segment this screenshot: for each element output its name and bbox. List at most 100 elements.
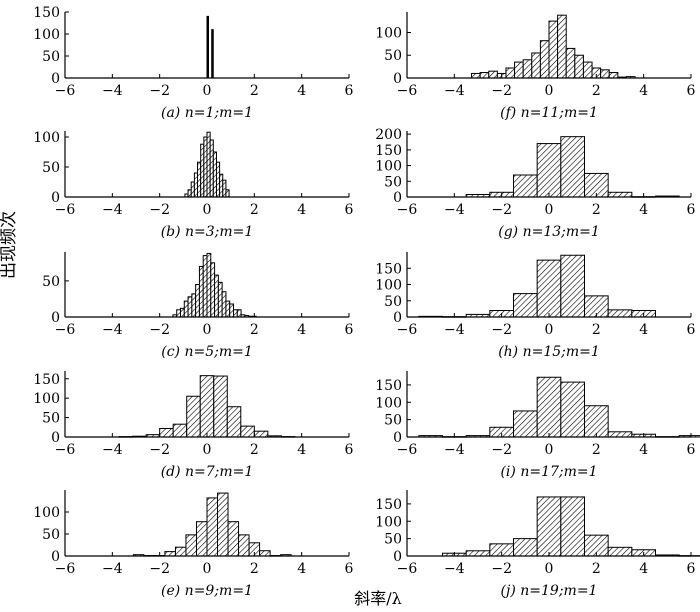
y-tick-label: 150 [375,261,402,277]
y-axis-label: 出现频次 [0,211,19,279]
panel-caption: (j) n=19;m=1 [501,583,598,599]
histogram-bar [236,309,242,318]
histogram-bar [226,406,242,438]
histogram-bar [217,492,229,557]
histogram-bar [479,72,490,79]
histogram-bar [505,67,516,79]
panel-4: −6 −4 −2 0 2 4 6 0 50 100 (e) n=9;m=1 [33,490,354,599]
histogram-bar [172,423,188,438]
x-tick-label: 2 [250,322,259,338]
histogram-bar [513,293,538,318]
y-tick-label: 100 [33,27,60,43]
x-tick-label: 0 [545,202,554,218]
histogram-bar [607,546,633,557]
histogram-bar [195,521,208,557]
x-tick-label: 2 [592,202,601,218]
histogram-bar [548,20,559,79]
histogram-bar [259,550,271,557]
panel-caption: (h) n=15;m=1 [498,344,600,360]
panel-1: −6 −4 −2 0 2 4 6 0 50 100 (b) n=3;m=1 [33,130,353,240]
x-tick-label: 2 [250,442,259,458]
histogram-bar [582,61,593,79]
x-tick-label: 4 [297,83,306,99]
x-tick-label: 0 [545,442,554,458]
y-tick-label: 100 [375,395,402,411]
x-tick-label: 6 [345,322,354,338]
x-tick-label: −2 [149,561,170,577]
histogram-bar [183,300,189,318]
x-tick-label: −4 [102,202,123,218]
panel-caption: (f) n=11;m=1 [500,105,598,121]
panel-3: −6 −4 −2 0 2 4 6 0 50 100 150 (d) n=7;m=1 [33,371,354,480]
histogram-bar [190,181,195,198]
x-tick-label: 4 [297,202,306,218]
histogram-bar [607,309,633,318]
x-tick-label: 0 [203,322,212,338]
histogram-bar [536,376,562,438]
x-tick-label: −2 [149,83,170,99]
histogram-bar [539,40,550,79]
x-axis-label: 斜率/λ [354,589,402,608]
y-tick-label: 0 [51,310,60,326]
y-tick-label: 100 [375,278,402,294]
histogram-bar [174,546,187,557]
y-tick-label: 150 [33,372,60,388]
y-tick-label: 0 [51,549,60,565]
x-tick-label: −6 [55,83,76,99]
histogram-bar [536,496,562,557]
x-tick-label: 0 [203,442,212,458]
x-tick-label: −2 [149,322,170,338]
x-tick-label: −2 [491,561,512,577]
histogram-bar [225,300,231,318]
histogram-bar [608,72,619,79]
histogram-bar [488,70,498,79]
panel-caption: (g) n=13;m=1 [498,224,600,240]
histogram-bar [206,252,212,318]
x-tick-label: 4 [639,322,648,338]
panel-2: −6 −4 −2 0 2 4 6 0 50 (c) n=5;m=1 [42,252,354,360]
histogram-bar [195,284,200,318]
y-tick-label: 50 [42,274,60,290]
panel-0: −6 −4 −2 0 2 4 6 0 50 100 150 (a) n=1;m=1 [33,5,353,121]
x-tick-label: 6 [345,561,354,577]
panel-caption: (e) n=9;m=1 [161,583,253,599]
histogram-bar [560,254,586,318]
x-tick-label: 6 [345,83,354,99]
histogram-bar [213,375,228,438]
x-tick-label: 6 [687,83,696,99]
histogram-bar [210,262,216,318]
histogram-bar [560,381,586,438]
histogram-bar [187,296,193,318]
y-tick-label: 50 [42,160,60,176]
histogram-bar [221,291,227,318]
histogram-bar [607,431,633,438]
y-tick-label: 50 [42,527,60,543]
x-tick-label: −4 [102,442,123,458]
x-tick-label: −6 [397,83,418,99]
y-tick-label: 50 [384,294,402,310]
histogram-bar [233,309,238,318]
x-tick-label: 6 [687,561,696,577]
x-tick-label: −4 [102,561,123,577]
histogram-bar [514,61,524,79]
panel-caption: (i) n=17;m=1 [500,464,597,480]
x-tick-label: 2 [250,202,259,218]
histogram-bar [217,281,223,318]
x-tick-label: 4 [639,561,648,577]
histogram-bar [186,395,201,438]
histogram-bar [531,52,541,79]
x-tick-label: −4 [102,83,123,99]
x-tick-label: 0 [545,322,554,338]
y-tick-label: 50 [384,174,402,190]
x-tick-label: 2 [250,83,259,99]
y-tick-label: 150 [375,497,402,513]
y-tick-label: 0 [51,190,60,206]
histogram-bar [253,430,269,438]
histogram-bar [240,425,255,438]
histogram-bar [607,191,633,198]
y-tick-label: 150 [33,5,60,21]
